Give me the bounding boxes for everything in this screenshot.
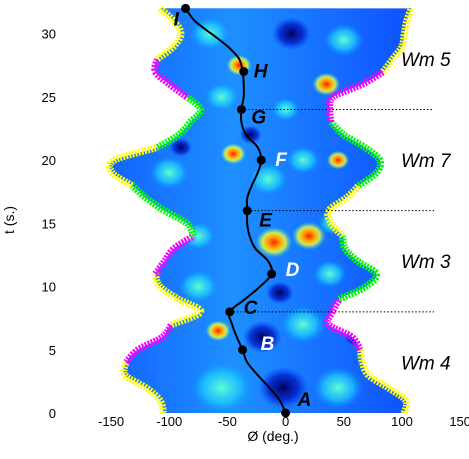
y-tick-label: 0: [49, 406, 56, 421]
mode-label: Wm 5: [401, 50, 451, 71]
x-axis-label: Ø (deg.): [247, 428, 298, 444]
heatmap-region: [255, 227, 293, 258]
heatmap-region: [205, 320, 231, 342]
point-label-e: E: [259, 211, 273, 232]
heatmap-region: [324, 23, 364, 57]
x-tick-label: -100: [156, 414, 182, 429]
point-label-b: B: [261, 334, 275, 355]
heatmap-region: [292, 221, 326, 250]
x-axis-ticks: -150 -100 -50 0 50 100 150: [98, 414, 469, 429]
mode-separators: [229, 108, 434, 313]
heatmap-region: [326, 150, 350, 170]
trajectory-point-h: [239, 67, 249, 77]
point-label-i: I: [174, 9, 180, 30]
point-label-g: G: [251, 107, 266, 128]
x-tick-label: 50: [337, 414, 351, 429]
heatmap-region: [265, 281, 294, 305]
heatmap-region: [286, 146, 320, 175]
trajectory-point-c: [225, 307, 235, 317]
left-envelope-edge: [151, 272, 205, 328]
heatmap-region: [190, 362, 253, 414]
heatmap-region: [312, 366, 364, 409]
left-envelope-edge: [155, 5, 185, 62]
right-envelope-edge: [328, 119, 385, 189]
left-envelope-edge: [152, 233, 196, 277]
left-envelope-edge: [129, 182, 197, 238]
y-tick-label: 25: [42, 90, 56, 105]
y-tick-label: 5: [49, 343, 56, 358]
y-tick-label: 10: [42, 280, 56, 295]
x-tick-label: -50: [218, 414, 237, 429]
left-envelope-edge: [120, 361, 167, 414]
trajectory-point-g: [236, 104, 246, 114]
mode-label: Wm 7: [401, 151, 452, 172]
trajectory-point-b: [238, 345, 248, 355]
trajectory-point-a: [281, 408, 291, 418]
trajectory-point-f: [256, 155, 266, 165]
x-tick-label: 0: [282, 414, 289, 429]
mode-label: Wm 3: [401, 252, 451, 273]
trajectory-points: A BC D E F G H I: [174, 3, 312, 418]
point-label-c: C: [244, 298, 258, 319]
heatmap-region: [312, 72, 341, 96]
mode-labels: Wm 4 Wm 3 Wm 7 Wm 5: [401, 50, 452, 375]
heatmap-region: [204, 82, 239, 111]
heatmap-region: [280, 305, 326, 344]
right-envelope-edge: [380, 7, 415, 74]
heatmap-region: [242, 320, 282, 354]
right-envelope-edge: [337, 235, 381, 303]
heatmap-region: [181, 221, 216, 250]
heatmap-region: [178, 270, 218, 303]
heatmap-region: [271, 17, 312, 50]
y-tick-label: 20: [42, 153, 56, 168]
heatmap-region: [271, 97, 300, 122]
heatmap-region: [149, 156, 189, 190]
x-tick-label: 150: [449, 414, 469, 429]
mode-label: Wm 4: [401, 353, 451, 374]
point-label-d: D: [286, 260, 300, 281]
trajectory-point-i: [181, 3, 191, 13]
heatmap-region: [258, 366, 309, 409]
y-axis-label: t (s.): [1, 206, 17, 234]
point-label-h: H: [254, 62, 269, 83]
heatmap-region: [239, 125, 262, 145]
left-envelope-edge: [155, 94, 205, 151]
heatmap-region: [313, 259, 347, 288]
trajectory-point-d: [267, 269, 277, 279]
x-tick-label: 100: [391, 414, 413, 429]
heatmap-region: [169, 138, 193, 157]
y-tick-label: 30: [42, 27, 56, 42]
point-label-f: F: [275, 150, 288, 171]
heatmap-region: [220, 143, 246, 165]
y-tick-label: 15: [42, 216, 56, 231]
trajectory-point-e: [242, 206, 252, 216]
right-envelope-edge: [324, 297, 364, 352]
y-axis-ticks: 0 5 10 15 20 25 30: [42, 27, 56, 421]
point-label-a: A: [297, 390, 312, 411]
x-tick-label: -150: [98, 414, 124, 429]
left-envelope-edge: [123, 322, 175, 365]
left-envelope-edge: [106, 144, 159, 189]
right-envelope-edge: [326, 68, 386, 123]
